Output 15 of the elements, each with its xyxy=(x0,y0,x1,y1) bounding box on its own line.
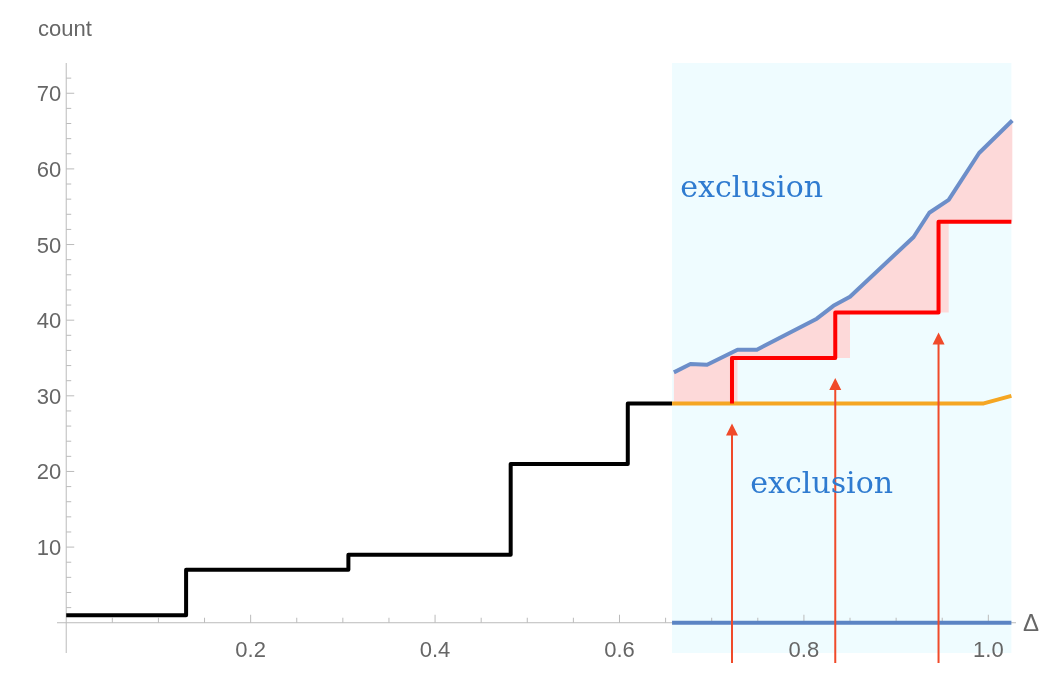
x-tick-label: 0.8 xyxy=(788,636,820,662)
x-axis-title: Δ xyxy=(1023,608,1040,636)
x-tick-label: 0.2 xyxy=(235,636,266,662)
x-tick-label: 0.6 xyxy=(604,636,635,662)
y-axis-title: count xyxy=(38,16,92,41)
x-tick-label: 1.0 xyxy=(973,636,1004,662)
annotation: exclusion xyxy=(680,169,824,204)
y-tick-label: 10 xyxy=(36,535,62,561)
y-tick-label: 30 xyxy=(36,383,62,409)
x-tick-label: 0.4 xyxy=(419,636,451,662)
y-tick-label: 60 xyxy=(36,156,62,182)
y-tick-label: 50 xyxy=(36,232,62,258)
y-tick-label: 40 xyxy=(36,308,62,334)
y-tick-label: 70 xyxy=(36,81,62,107)
y-tick-label: 20 xyxy=(36,459,62,485)
